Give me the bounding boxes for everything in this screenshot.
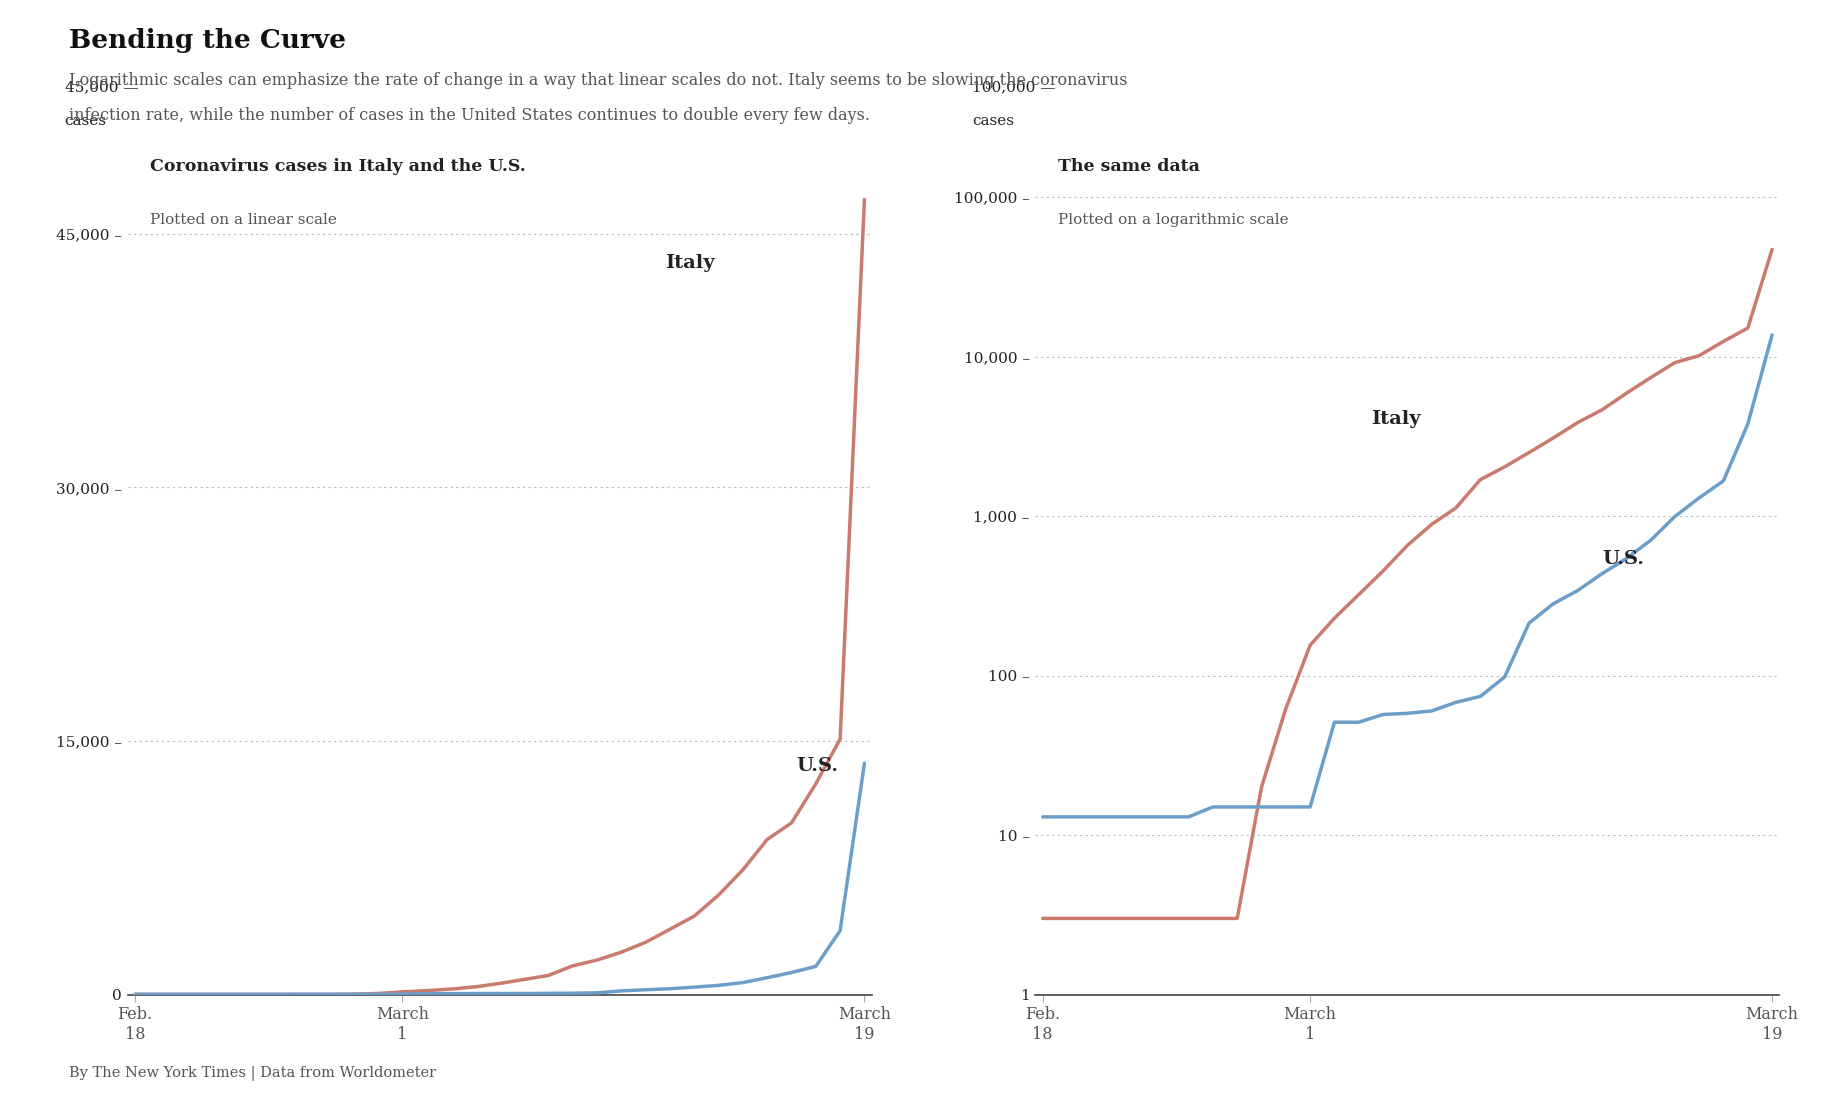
Text: 45,000 —: 45,000 — (64, 81, 139, 94)
Text: Italy: Italy (664, 253, 715, 272)
Text: The same data: The same data (1058, 158, 1199, 175)
Text: Bending the Curve: Bending the Curve (69, 28, 347, 53)
Text: By The New York Times | Data from Worldometer: By The New York Times | Data from Worldo… (69, 1065, 436, 1081)
Text: 100,000 —: 100,000 — (973, 81, 1055, 94)
Text: Plotted on a logarithmic scale: Plotted on a logarithmic scale (1058, 212, 1288, 227)
Text: Italy: Italy (1371, 410, 1420, 428)
Text: infection rate, while the number of cases in the United States continues to doub: infection rate, while the number of case… (69, 107, 871, 124)
Text: cases: cases (64, 114, 106, 128)
Text: Plotted on a linear scale: Plotted on a linear scale (150, 212, 338, 227)
Text: Coronavirus cases in Italy and the U.S.: Coronavirus cases in Italy and the U.S. (150, 158, 526, 175)
Text: Logarithmic scales can emphasize the rate of change in a way that linear scales : Logarithmic scales can emphasize the rat… (69, 72, 1128, 88)
Text: U.S.: U.S. (796, 757, 838, 776)
Text: cases: cases (973, 114, 1015, 128)
Text: U.S.: U.S. (1602, 550, 1644, 568)
